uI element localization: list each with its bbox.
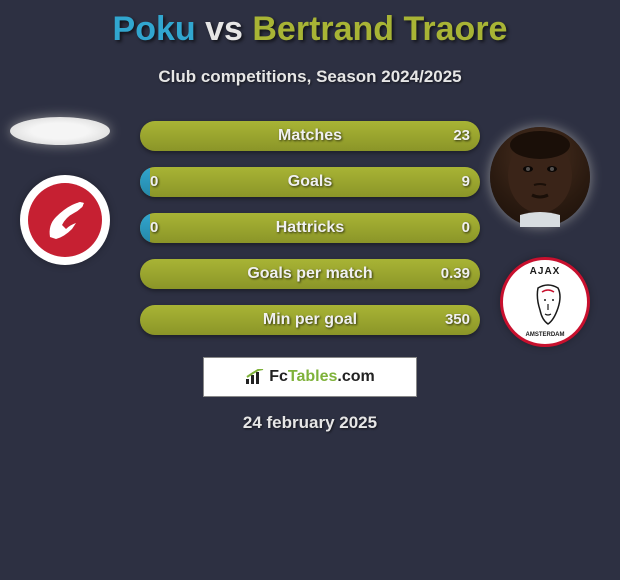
stat-value-right: 0 <box>462 213 470 243</box>
stat-value-left: 0 <box>150 167 158 197</box>
stat-value-right: 0.39 <box>441 259 470 289</box>
page-title: Poku vs Bertrand Traore <box>0 0 620 49</box>
stat-value-left: 0 <box>150 213 158 243</box>
stat-value-right: 350 <box>445 305 470 335</box>
stat-row: Goals0 9 <box>140 167 480 197</box>
player2-avatar <box>490 127 590 227</box>
stat-row: Goals per match0.39 <box>140 259 480 289</box>
ajax-label-top: AJAX <box>503 266 587 277</box>
stat-value-right: 9 <box>462 167 470 197</box>
stat-label: Hattricks <box>140 213 480 243</box>
player1-club-logo <box>20 175 120 265</box>
flamingo-icon <box>42 195 88 245</box>
brand-box[interactable]: FcTables.com <box>203 357 417 397</box>
stat-label: Min per goal <box>140 305 480 335</box>
ajax-label-bottom: AMSTERDAM <box>503 332 587 338</box>
stat-value-right: 23 <box>453 121 470 151</box>
stat-label: Goals <box>140 167 480 197</box>
player2-name: Bertrand Traore <box>252 10 507 48</box>
bars-icon <box>245 369 265 385</box>
player2-club-logo: AJAX AMSTERDAM <box>500 257 600 347</box>
brand-fc: Fc <box>269 368 288 386</box>
player1-avatar <box>10 117 110 145</box>
player-face-icon <box>490 127 590 227</box>
date-text: 24 february 2025 <box>0 413 620 433</box>
stat-row: Hattricks0 0 <box>140 213 480 243</box>
player1-name: Poku <box>113 10 196 48</box>
brand-tables: Tables <box>288 368 338 386</box>
brand-com: .com <box>337 368 374 386</box>
vs-text: vs <box>205 10 243 48</box>
ajax-head-icon <box>528 282 568 326</box>
stat-label: Matches <box>140 121 480 151</box>
stat-row: Min per goal350 <box>140 305 480 335</box>
stat-label: Goals per match <box>140 259 480 289</box>
stat-bars: Matches23Goals09Hattricks00Goals per mat… <box>140 121 480 351</box>
stat-row: Matches23 <box>140 121 480 151</box>
subtitle: Club competitions, Season 2024/2025 <box>0 67 620 87</box>
